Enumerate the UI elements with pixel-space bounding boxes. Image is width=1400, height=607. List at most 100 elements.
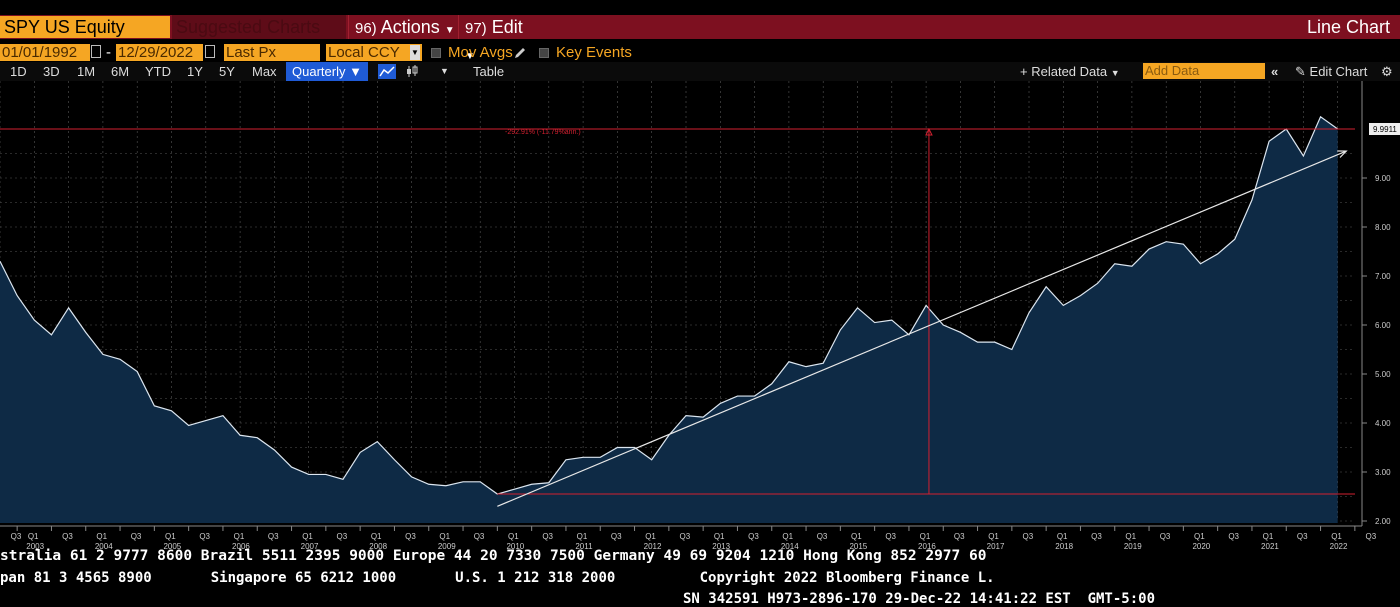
series-area — [0, 116, 1338, 523]
end-date-input[interactable]: 12/29/2022 — [116, 44, 203, 61]
collapse-icon[interactable]: « — [1271, 64, 1279, 79]
candlestick-icon[interactable] — [404, 64, 420, 79]
quarter-label: Q1 — [28, 532, 39, 541]
quarter-label: Q3 — [199, 532, 210, 541]
related-data-menu[interactable]: + Related Data ▼ — [1020, 62, 1120, 83]
quarter-label: Q1 — [508, 532, 519, 541]
line-chart-icon[interactable] — [378, 64, 396, 79]
chart-toolbar: 1D 3D 1M 6M YTD 1Y 5Y Max Quarterly ▼ ▼ … — [0, 62, 1400, 81]
mov-avgs-checkbox[interactable] — [431, 48, 441, 58]
dropdown-arrow-icon[interactable]: ▼ — [410, 45, 420, 60]
footer-phone-line-2: pan 81 3 4565 8900 Singapore 65 6212 100… — [0, 570, 995, 586]
range-1m[interactable]: 1M — [77, 64, 96, 79]
y-tick-label: 7.00 — [1375, 272, 1391, 281]
settings-gear-icon[interactable]: ⚙ — [1381, 64, 1393, 79]
edit-label: Edit — [491, 17, 523, 37]
range-max[interactable]: Max — [252, 64, 277, 79]
range-5y[interactable]: 5Y — [219, 64, 235, 79]
period-label: Quarterly — [292, 64, 346, 79]
year-label: 2019 — [1124, 542, 1142, 551]
calendar-icon[interactable] — [91, 45, 101, 58]
mov-avgs-label: Mov Avgs — [448, 44, 513, 61]
year-label: 2020 — [1192, 542, 1210, 551]
quarter-label: Q3 — [680, 532, 691, 541]
quarter-label: Q3 — [405, 532, 416, 541]
table-button[interactable]: Table — [473, 64, 505, 79]
year-label: 2008 — [369, 542, 387, 551]
y-tick-label: 8.00 — [1375, 223, 1391, 232]
year-label: 2021 — [1261, 542, 1279, 551]
field-select[interactable]: Last Px — [224, 44, 320, 61]
year-label: 2012 — [644, 542, 662, 551]
range-ytd[interactable]: YTD — [145, 64, 171, 79]
suggested-charts-menu[interactable]: Suggested Charts — [172, 15, 346, 39]
trend-arrow-line — [497, 150, 1347, 507]
start-date-input[interactable]: 01/01/1992 — [0, 44, 90, 61]
quarter-label: Q1 — [645, 532, 656, 541]
add-data-input[interactable]: Add Data — [1143, 63, 1265, 79]
quarter-label: Q3 — [337, 532, 348, 541]
quarter-label: Q1 — [1194, 532, 1205, 541]
edit-menu[interactable]: 97) Edit ▼ — [458, 15, 536, 62]
footer-phone-line-1: stralia 61 2 9777 8600 Brazil 5511 2395 … — [0, 548, 987, 564]
year-label: 2005 — [163, 542, 181, 551]
quarter-label: Q3 — [1297, 532, 1308, 541]
ticker-field[interactable]: SPY US Equity — [0, 16, 170, 38]
last-value-badge — [1369, 123, 1400, 135]
quarter-label: Q3 — [62, 532, 73, 541]
key-events-label: Key Events — [556, 44, 632, 61]
quarter-label: Q3 — [1228, 532, 1239, 541]
chevron-down-icon: ▼ — [1110, 68, 1120, 78]
range-6m[interactable]: 6M — [111, 64, 130, 79]
year-label: 2009 — [438, 542, 456, 551]
quarter-label: Q3 — [268, 532, 279, 541]
chart-settings-row: 01/01/1992 - 12/29/2022 Last Px Local CC… — [0, 43, 1400, 63]
chart-annotations: -292.91% (-11.79%ann.) — [0, 127, 1355, 507]
year-label: 2013 — [712, 542, 730, 551]
quarter-label: Q3 — [885, 532, 896, 541]
quarter-label: Q1 — [988, 532, 999, 541]
y-tick-label: 9.00 — [1375, 174, 1391, 183]
quarter-label: Q3 — [11, 532, 22, 541]
quarter-label: Q1 — [782, 532, 793, 541]
calendar-icon[interactable] — [205, 45, 215, 58]
year-label: 2003 — [26, 542, 44, 551]
quarter-label: Q1 — [577, 532, 588, 541]
y-tick-label: 4.00 — [1375, 419, 1391, 428]
range-3d[interactable]: 3D — [43, 64, 60, 79]
chevron-down-icon[interactable]: ▼ — [440, 66, 449, 76]
quarter-label: Q1 — [1263, 532, 1274, 541]
quarter-label: Q3 — [1366, 532, 1377, 541]
year-label: 2018 — [1055, 542, 1073, 551]
quarter-label: Q1 — [1125, 532, 1136, 541]
actions-label: Actions — [380, 17, 440, 37]
quarter-label: Q1 — [165, 532, 176, 541]
quarter-label: Q3 — [1091, 532, 1102, 541]
quarter-label: Q1 — [234, 532, 245, 541]
quarter-label: Q1 — [1331, 532, 1342, 541]
quarter-label: Q1 — [371, 532, 382, 541]
plus-icon: + — [1020, 64, 1028, 79]
range-1d[interactable]: 1D — [10, 64, 27, 79]
quarter-label: Q3 — [474, 532, 485, 541]
menu-bar: SPY US Equity Suggested Charts 96) Actio… — [0, 15, 1400, 62]
chart-type-title: Line Chart — [1306, 17, 1390, 37]
quarter-label: Q3 — [542, 532, 553, 541]
y-tick-label: 3.00 — [1375, 468, 1391, 477]
currency-select[interactable]: Local CCY — [326, 44, 422, 61]
actions-menu[interactable]: 96) Actions ▼ — [348, 15, 456, 39]
date-separator: - — [106, 44, 111, 61]
arrow-up-icon — [925, 127, 933, 136]
range-1y[interactable]: 1Y — [187, 64, 203, 79]
related-data-label: Related Data — [1031, 64, 1108, 79]
pencil-icon[interactable] — [513, 46, 527, 60]
quarter-label: Q1 — [1057, 532, 1068, 541]
period-select[interactable]: Quarterly ▼ — [286, 62, 368, 81]
edit-chart-button[interactable]: ✎ Edit Chart — [1295, 62, 1367, 81]
last-value-label: 9.9911 — [1373, 125, 1397, 134]
year-label: 2017 — [987, 542, 1005, 551]
key-events-checkbox[interactable] — [539, 48, 549, 58]
year-label: 2011 — [575, 542, 593, 551]
quarter-label: Q3 — [1160, 532, 1171, 541]
